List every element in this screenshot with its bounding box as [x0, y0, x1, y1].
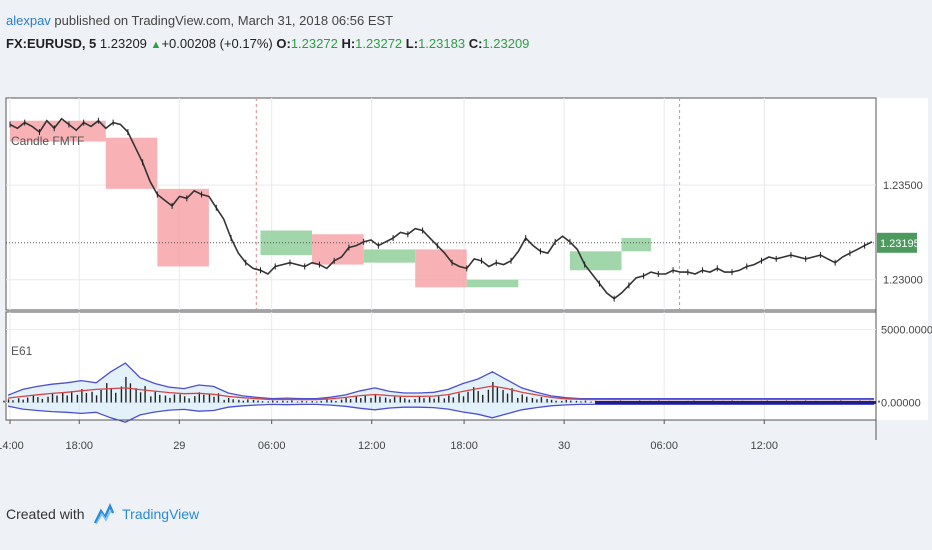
- low-value: 1.23183: [418, 36, 466, 51]
- x-tick-label: 14:00: [0, 440, 24, 452]
- tradingview-brand-link[interactable]: TradingView: [122, 506, 200, 523]
- symbol-info-line: FX:EURUSD, 5 1.23209 ▲+0.00208 (+0.17%) …: [6, 36, 529, 51]
- up-arrow-icon: ▲: [150, 39, 162, 51]
- htf-candle-box-bear: [415, 249, 467, 288]
- publish-info: alexpav published on TradingView.com, Ma…: [6, 13, 393, 28]
- indicator-label-e61: E61: [11, 344, 33, 358]
- y-tick-label: 1.23500: [883, 180, 923, 192]
- x-tick-label: 30: [558, 440, 570, 452]
- x-tick-label: 06:00: [258, 440, 286, 452]
- open-value: 1.23272: [290, 36, 338, 51]
- x-tick-label: 12:00: [358, 440, 386, 452]
- y-tick-label: 1.23000: [883, 275, 923, 287]
- open-label: O:: [276, 36, 291, 51]
- y-tick-label: 0.00000: [881, 397, 921, 409]
- htf-candle-box-bull: [569, 251, 622, 271]
- x-tick-label: 12:00: [750, 440, 778, 452]
- price-change: +0.00208 (+0.17%): [161, 36, 273, 51]
- htf-candle-box-bear: [312, 234, 364, 265]
- close-value: 1.23209: [482, 36, 530, 51]
- tradingview-logo-icon: [94, 503, 115, 528]
- price-axis-area: [876, 98, 928, 420]
- publish-text: published on TradingView.com, March 31, …: [50, 13, 394, 28]
- last-price-label: 1.23195: [880, 238, 920, 250]
- high-value: 1.23272: [355, 36, 403, 51]
- upper-band-line: [7, 362, 874, 400]
- htf-candle-box-bear: [105, 137, 158, 189]
- htf-candle-box-bull: [466, 279, 519, 288]
- lower-band-line: [7, 403, 874, 423]
- x-tick-label: 18:00: [66, 440, 94, 452]
- last-price: 1.23209: [99, 36, 147, 51]
- symbol-label: FX:EURUSD, 5: [6, 36, 97, 51]
- low-label: L:: [405, 36, 419, 51]
- footer: Created with TradingView: [6, 503, 199, 528]
- mid-line: [7, 385, 874, 401]
- created-with-text: Created with: [6, 506, 85, 523]
- author-link[interactable]: alexpav: [6, 13, 51, 28]
- y-tick-label: 5000.00000: [881, 325, 932, 337]
- last-price-label-bg: [877, 232, 917, 253]
- price-series-line: [9, 117, 873, 300]
- htf-candle-box-bull: [621, 238, 651, 252]
- htf-candle-box-bull: [363, 249, 416, 263]
- x-tick-label: 18:00: [450, 440, 478, 452]
- x-tick-label: 29: [173, 440, 185, 452]
- htf-candle-box-bear: [10, 120, 106, 142]
- indicator-label-candle-fmtf: Candle FMTF: [11, 134, 84, 148]
- x-tick-label: 06:00: [650, 440, 678, 452]
- close-label: C:: [468, 36, 483, 51]
- high-label: H:: [341, 36, 356, 51]
- htf-candle-box-bull: [260, 230, 313, 256]
